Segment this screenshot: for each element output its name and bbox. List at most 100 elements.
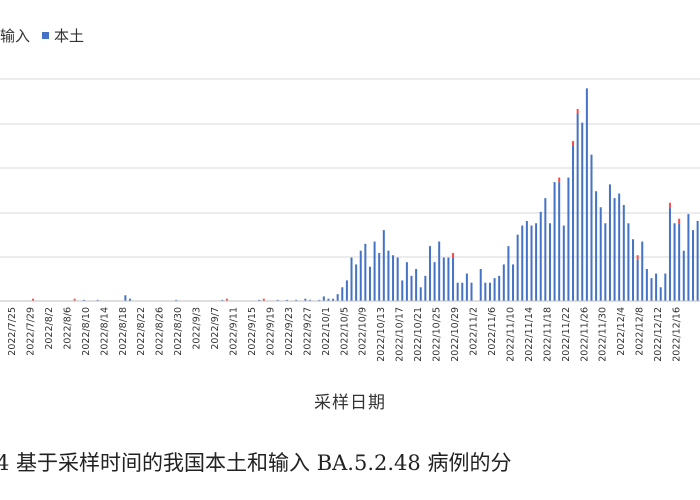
- x-tick-label: 2022/11/2: [469, 307, 480, 356]
- bar-local-82: [387, 250, 390, 301]
- bar-local-92: [433, 262, 436, 301]
- bar-local-103: [484, 282, 487, 301]
- x-tick-label: 2022/11/10: [505, 307, 516, 362]
- bar-local-129: [604, 223, 607, 301]
- bar-local-123: [576, 113, 579, 301]
- x-tick-label: 2022/10/1: [321, 307, 332, 356]
- x-tick-label: 2022/11/26: [579, 307, 590, 362]
- bar-local-69: [327, 298, 330, 301]
- bar-imported-55: [262, 298, 265, 301]
- x-tick-label: 2022/8/18: [118, 307, 129, 356]
- x-tick-label: 2022/10/13: [376, 307, 387, 362]
- bar-local-107: [502, 264, 505, 301]
- bar-local-147: [687, 214, 690, 301]
- bar-local-140: [655, 273, 658, 301]
- bar-local-137: [641, 241, 644, 301]
- bar-local-143: [668, 207, 671, 301]
- bar-local-60: [285, 299, 288, 301]
- bar-imported-136: [636, 255, 639, 260]
- bar-local-54: [258, 299, 261, 301]
- x-tick-label: 2022/11/22: [561, 307, 572, 362]
- x-tick-label: 2022/8/26: [155, 307, 166, 356]
- bar-imported-96: [452, 252, 455, 258]
- x-tick-label: 2022/9/7: [210, 307, 221, 350]
- bar-local-119: [558, 182, 561, 301]
- x-tick-label: 2022/9/11: [229, 307, 240, 356]
- bar-imported-14: [73, 298, 76, 301]
- x-tick-label: 2022/8/6: [62, 307, 73, 350]
- bar-imported-145: [678, 218, 681, 224]
- bar-imported-5: [32, 298, 35, 301]
- bar-local-104: [488, 282, 491, 301]
- bar-local-85: [401, 280, 404, 301]
- bar-local-81: [382, 230, 385, 301]
- bar-local-25: [124, 295, 127, 301]
- bar-local-78: [368, 266, 371, 301]
- bar-local-148: [692, 230, 695, 301]
- x-tick-label: 2022/10/29: [450, 307, 461, 362]
- bar-local-77: [364, 243, 367, 301]
- bar-local-141: [659, 287, 662, 301]
- bar-local-108: [507, 246, 510, 301]
- x-tick-label: 2022/11/18: [542, 307, 553, 362]
- bar-local-138: [645, 268, 648, 301]
- bar-local-16: [82, 299, 85, 301]
- bar-local-76: [359, 250, 362, 301]
- bar-local-126: [590, 154, 593, 301]
- x-tick-label: 2022/9/19: [265, 307, 276, 356]
- x-tick-label: 2022/9/3: [192, 307, 203, 350]
- bar-local-134: [627, 223, 630, 301]
- x-tick-label: 2022/10/21: [413, 307, 424, 362]
- x-tick-label: 2022/9/15: [247, 307, 258, 356]
- bar-local-139: [650, 278, 653, 301]
- bar-imported-143: [668, 202, 671, 208]
- bar-local-95: [447, 257, 450, 301]
- bar-local-100: [470, 282, 473, 301]
- bar-local-68: [322, 296, 325, 301]
- bar-local-110: [516, 234, 519, 301]
- bar-local-102: [479, 268, 482, 301]
- x-tick-label: 2022/10/17: [395, 307, 406, 362]
- x-tick-labels: 2022/7/25 2022/7/29 2022/8/2 2022/8/6 2022/8…: [7, 307, 683, 362]
- legend: 输入 本土: [0, 25, 84, 46]
- x-axis-label: 采样日期: [314, 393, 386, 413]
- bar-local-106: [498, 275, 501, 301]
- bar-local-94: [442, 257, 445, 301]
- bar-local-91: [428, 246, 431, 301]
- bar-local-149: [696, 220, 699, 301]
- bar-local-142: [664, 273, 667, 301]
- figure-caption: 4 基于采样时间的我国本土和输入 BA.5.2.48 病例的分: [0, 451, 512, 475]
- bar-local-58: [276, 299, 279, 301]
- bar-local-26: [128, 298, 131, 301]
- bar-local-72: [341, 287, 344, 301]
- x-tick-label: 2022/8/10: [81, 307, 92, 356]
- bar-local-145: [678, 223, 681, 301]
- bar-local-62: [295, 299, 298, 301]
- bar-local-122: [572, 145, 575, 301]
- legend-label-local: 本土: [54, 27, 85, 45]
- bar-imported-123: [576, 108, 579, 114]
- bar-local-75: [355, 264, 358, 301]
- bar-local-74: [350, 257, 353, 301]
- bar-local-19: [96, 299, 99, 301]
- bar-series: [32, 88, 699, 302]
- bar-local-116: [544, 198, 547, 301]
- bar-local-127: [595, 191, 598, 301]
- bar-local-105: [493, 278, 496, 301]
- bar-local-130: [608, 184, 611, 301]
- x-tick-label: 2022/10/5: [339, 307, 350, 356]
- bar-local-46: [221, 299, 224, 301]
- bar-local-71: [336, 294, 339, 301]
- bar-local-86: [405, 262, 408, 301]
- bar-local-65: [308, 299, 311, 301]
- x-tick-label: 2022/12/4: [616, 307, 627, 356]
- x-tick-label: 2022/8/22: [136, 307, 147, 356]
- bar-local-79: [373, 241, 376, 301]
- bar-local-128: [599, 207, 602, 301]
- bar-local-98: [461, 282, 464, 301]
- bar-local-125: [585, 88, 588, 301]
- x-tick-label: 2022/12/12: [653, 307, 664, 362]
- bar-local-80: [378, 252, 381, 301]
- bar-local-111: [521, 225, 524, 301]
